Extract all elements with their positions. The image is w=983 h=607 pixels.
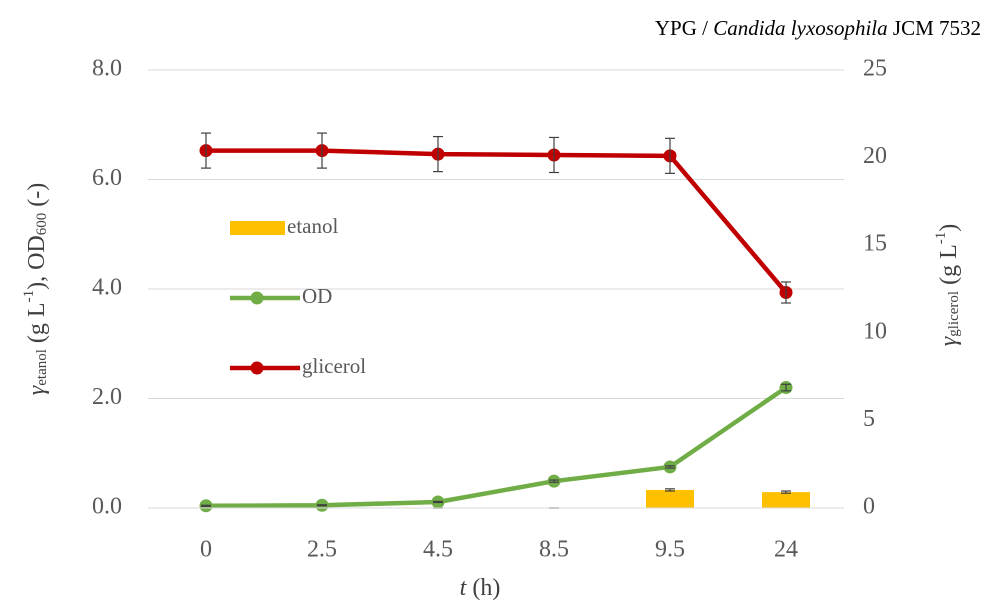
label-part: etanol: [34, 349, 50, 386]
error-bar: [665, 488, 675, 492]
error-bar: [317, 132, 327, 169]
y-tick-label: 0.0: [92, 494, 122, 520]
label-part: (-): [24, 183, 50, 213]
bar: [762, 492, 810, 508]
legend-label: OD: [302, 284, 332, 308]
y2-tick-label: 5: [863, 406, 875, 432]
y-axis-label: γetanol (g L-1), OD600 (-): [21, 183, 50, 395]
y-tick-label: 8.0: [92, 56, 122, 82]
error-bar: [317, 504, 327, 507]
x-tick-label: 2.5: [307, 537, 337, 563]
error-bar: [201, 504, 211, 507]
title-part: YPG /: [655, 16, 713, 40]
label-part: -1: [21, 290, 37, 303]
error-bar: [781, 490, 791, 494]
legend-swatch: [230, 221, 285, 235]
label-part: t: [460, 575, 468, 601]
error-bar: [549, 136, 559, 174]
error-bar: [665, 465, 675, 469]
label-part: ): [936, 224, 962, 232]
legend-marker: [250, 361, 264, 375]
legend-marker: [250, 291, 264, 305]
y2-axis-label: γglicerol (g L-1): [933, 224, 962, 346]
title-part: Candida lyxosophila: [713, 16, 887, 40]
line: [206, 148, 788, 294]
label-part: (g L: [936, 244, 962, 291]
chart-title: YPG / Candida lyxosophila JCM 7532: [655, 16, 981, 40]
x-tick-label: 24: [774, 537, 798, 563]
label-part: glicerol: [946, 291, 962, 337]
error-bar: [781, 383, 791, 392]
label-part: 600: [34, 213, 50, 236]
x-tick-label: 4.5: [423, 537, 453, 563]
label-part: γ: [24, 385, 50, 395]
x-tick-label: 8.5: [539, 537, 569, 563]
y-tick-label: 6.0: [92, 165, 122, 191]
error-bar: [201, 132, 211, 169]
x-axis-label: t (h): [460, 575, 501, 601]
legend-label: glicerol: [302, 354, 366, 378]
x-tick-label: 9.5: [655, 537, 685, 563]
grid: [148, 69, 844, 509]
legend-label: etanol: [287, 214, 338, 238]
error-bar: [665, 137, 675, 174]
line: [205, 385, 788, 509]
error-bar: [781, 281, 791, 304]
y2-tick-label: 20: [863, 143, 887, 169]
label-part: (h): [466, 575, 500, 601]
bar: [646, 489, 694, 508]
label-part: -1: [933, 232, 949, 245]
error-bar: [433, 135, 443, 173]
y-tick-label: 4.0: [92, 275, 122, 301]
label-part: γ: [936, 336, 962, 346]
y2-tick-label: 25: [863, 56, 887, 82]
x-tick-label: 0: [200, 537, 212, 563]
y-tick-label: 2.0: [92, 384, 122, 410]
y2-tick-label: 0: [863, 494, 875, 520]
y2-tick-label: 10: [863, 318, 887, 344]
y2-tick-label: 15: [863, 231, 887, 257]
error-bar: [549, 479, 559, 483]
title-part: JCM 7532: [888, 16, 981, 40]
label-part: (g L: [24, 302, 50, 349]
error-bar: [433, 500, 443, 504]
label-part: ), OD: [24, 235, 50, 290]
